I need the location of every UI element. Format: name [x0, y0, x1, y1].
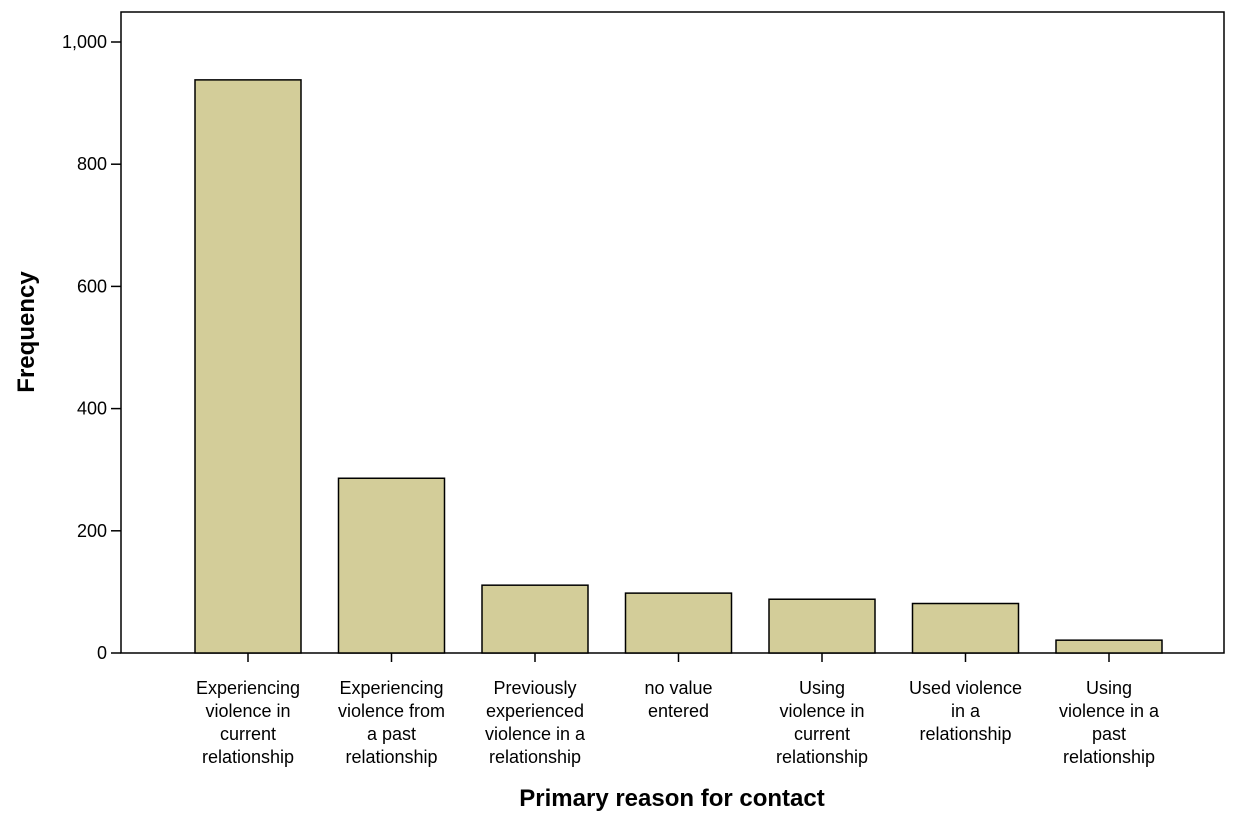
y-tick-label: 0 [97, 643, 107, 663]
y-axis: 0 200 400 600 800 1,000 [62, 32, 121, 663]
bar [624, 592, 733, 654]
y-tick-label: 1,000 [62, 32, 107, 52]
x-axis: Experiencing violence in current relationsh… [196, 653, 1160, 767]
x-axis-title: Primary reason for contact [519, 785, 824, 812]
bar [1055, 639, 1163, 654]
x-category-label: no value entered [644, 678, 712, 721]
bar [481, 584, 589, 654]
bar [194, 79, 302, 654]
x-category-label: Experiencing violence in current relationsh… [196, 678, 300, 767]
y-tick-label: 600 [77, 276, 107, 296]
x-category-label: Used violence in a relationship [909, 678, 1022, 744]
x-category-label: Using violence in a past relationship [1059, 678, 1160, 767]
x-category-label: Previously experienced violence in a relati… [485, 678, 586, 767]
y-tick-label: 200 [77, 521, 107, 541]
x-category-label: Experiencing violence from a past relations… [338, 678, 445, 767]
y-tick-label: 400 [77, 399, 107, 419]
bar [337, 477, 446, 654]
bars-group [194, 79, 1163, 654]
y-axis-title: Frequency [13, 271, 40, 393]
x-category-label: Using violence in current relationship [776, 678, 868, 767]
y-tick-label: 800 [77, 154, 107, 174]
bar [768, 598, 876, 654]
bar [911, 602, 1020, 654]
